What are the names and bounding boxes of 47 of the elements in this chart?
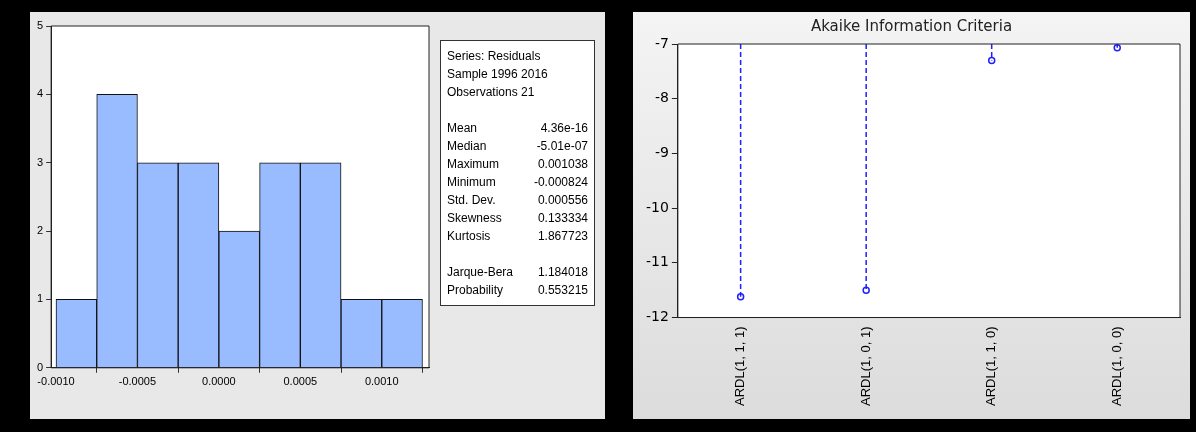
- y-tick-label: -8: [654, 89, 669, 106]
- y-tick-label: -9: [654, 144, 669, 161]
- y-tick-label: 2: [36, 224, 44, 237]
- chart-title: Akaike Information Criteria: [810, 16, 1013, 35]
- text: -5.01e-07: [536, 138, 588, 155]
- x-tick-label: 0.0000: [202, 375, 236, 388]
- x-tick-label: ARDL(1, 1, 1): [732, 326, 748, 407]
- point: [987, 56, 996, 65]
- text: 4.36e-16: [540, 120, 588, 137]
- x-tick-label: -0.0005: [118, 375, 157, 388]
- y-tick-label: 4: [36, 87, 44, 100]
- point: [862, 286, 870, 294]
- text: 1.867723: [537, 228, 588, 245]
- text: 0.001038: [537, 156, 588, 173]
- x-tick-label: 0.0010: [364, 375, 399, 388]
- x-tick-label: -0.0010: [37, 375, 75, 388]
- text: Kurtosis: [447, 228, 491, 245]
- y-tick-label: -11: [645, 253, 669, 270]
- text: Jarque-Bera: [447, 264, 514, 281]
- y-tick-label: 5: [36, 19, 44, 32]
- text: 0.000556: [537, 192, 588, 209]
- text: Median: [447, 138, 487, 155]
- point: [736, 292, 745, 301]
- text: Observations 21: [447, 84, 536, 101]
- y-tick-label: 3: [36, 155, 44, 168]
- text: 0.133334: [537, 210, 588, 227]
- y-tick-label: 0: [36, 360, 44, 373]
- text: 0.553215: [537, 282, 588, 299]
- x-tick-label: ARDL(1, 1, 0): [983, 326, 999, 407]
- text: Minimum: [447, 174, 496, 191]
- text: Std. Dev.: [447, 192, 496, 209]
- point: [1113, 44, 1121, 52]
- text: 1.184018: [537, 264, 588, 281]
- y-tick-label: -7: [654, 34, 669, 51]
- y-tick-label: -12: [645, 308, 669, 325]
- text: Series: Residuals: [447, 48, 542, 65]
- y-tick-label: 1: [36, 292, 44, 305]
- y-tick-label: -10: [645, 198, 669, 215]
- text: Skewness: [447, 210, 502, 227]
- text: Sample 1996 2016: [447, 66, 549, 83]
- text: Maximum: [447, 156, 500, 173]
- text: Mean: [447, 120, 478, 137]
- x-tick-label: ARDL(1, 0, 1): [857, 326, 873, 407]
- text: -0.000824: [533, 174, 588, 191]
- x-tick-label: ARDL(1, 0, 0): [1108, 326, 1124, 407]
- x-tick-label: 0.0005: [283, 375, 318, 388]
- text: Probability: [447, 282, 504, 299]
